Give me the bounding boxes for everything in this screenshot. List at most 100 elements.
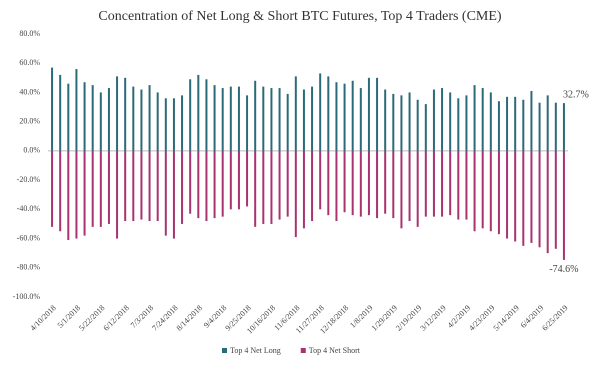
bar bbox=[124, 150, 127, 222]
bar bbox=[408, 150, 411, 222]
legend-label: Top 4 Net Long bbox=[230, 346, 281, 355]
bar bbox=[59, 150, 62, 232]
bar bbox=[473, 150, 476, 232]
bar bbox=[530, 90, 533, 151]
bar bbox=[514, 96, 517, 151]
bar bbox=[538, 150, 541, 248]
bar bbox=[197, 150, 200, 219]
bar bbox=[489, 150, 492, 232]
bar bbox=[522, 150, 525, 246]
y-tick-label: 60.0% bbox=[19, 58, 40, 67]
bar bbox=[99, 150, 102, 227]
bar bbox=[400, 150, 403, 229]
x-tick-label: 6/12/2018 bbox=[102, 303, 131, 332]
bar bbox=[481, 150, 484, 229]
bar bbox=[140, 150, 143, 220]
bar bbox=[449, 150, 452, 216]
bar bbox=[465, 95, 468, 151]
x-tick-label: 4/10/2018 bbox=[28, 303, 57, 332]
bar bbox=[99, 92, 102, 151]
bar bbox=[91, 150, 94, 227]
bar bbox=[457, 98, 460, 151]
bar bbox=[286, 150, 289, 217]
bar bbox=[400, 95, 403, 151]
bar bbox=[384, 150, 387, 214]
bar bbox=[554, 102, 557, 151]
bar bbox=[181, 150, 184, 224]
bar bbox=[351, 80, 354, 151]
legend-swatch bbox=[300, 348, 306, 353]
bar bbox=[327, 76, 330, 151]
bar bbox=[51, 150, 54, 227]
bar bbox=[351, 150, 354, 216]
bar bbox=[254, 80, 257, 151]
x-tick-label: 6/25/2019 bbox=[540, 303, 569, 332]
bar bbox=[262, 150, 265, 224]
bar bbox=[205, 79, 208, 151]
bar bbox=[278, 150, 281, 220]
bar bbox=[140, 89, 143, 151]
bar bbox=[189, 79, 192, 151]
bar bbox=[83, 150, 86, 236]
bar bbox=[562, 103, 565, 151]
bar bbox=[449, 92, 452, 151]
bar bbox=[246, 95, 249, 151]
bar bbox=[164, 150, 167, 236]
x-tick-label: 4/23/2019 bbox=[467, 303, 496, 332]
bar bbox=[562, 150, 565, 260]
bar bbox=[522, 99, 525, 151]
y-tick-label: 20.0% bbox=[19, 116, 40, 125]
bar bbox=[335, 82, 338, 151]
bar bbox=[116, 150, 119, 239]
x-tick-label: 7/24/2018 bbox=[150, 303, 179, 332]
bar bbox=[75, 150, 78, 239]
bar bbox=[172, 150, 175, 239]
bar bbox=[538, 102, 541, 151]
bar bbox=[172, 98, 175, 151]
bar bbox=[311, 150, 314, 222]
bar bbox=[270, 88, 273, 151]
bar bbox=[197, 74, 200, 151]
bar bbox=[107, 150, 110, 224]
bar bbox=[432, 150, 435, 217]
bar bbox=[376, 77, 379, 151]
bar bbox=[132, 150, 135, 222]
bar bbox=[286, 93, 289, 151]
bar bbox=[457, 150, 460, 220]
bar bbox=[441, 88, 444, 151]
x-tick-label: 5/14/2019 bbox=[492, 303, 521, 332]
bar bbox=[497, 150, 500, 235]
bar bbox=[392, 150, 395, 219]
y-tick-label: 0.0% bbox=[23, 146, 40, 155]
bar bbox=[343, 83, 346, 151]
bar bbox=[311, 86, 314, 151]
y-tick-label: -40.0% bbox=[17, 204, 41, 213]
bar bbox=[343, 150, 346, 213]
y-tick-label: 40.0% bbox=[19, 87, 40, 96]
bar bbox=[546, 95, 549, 151]
bar bbox=[91, 85, 94, 151]
legend-swatch bbox=[222, 348, 227, 353]
bar bbox=[424, 150, 427, 217]
bar bbox=[51, 67, 54, 151]
bar bbox=[294, 76, 297, 151]
bar bbox=[237, 150, 240, 210]
y-tick-label: -100.0% bbox=[13, 292, 41, 301]
bar bbox=[441, 150, 444, 217]
legend-label: Top 4 Net Short bbox=[309, 346, 361, 355]
x-tick-label: 5/22/2018 bbox=[77, 303, 106, 332]
bar bbox=[83, 82, 86, 151]
bar bbox=[205, 150, 208, 222]
bar bbox=[213, 85, 216, 151]
bar bbox=[59, 74, 62, 151]
bar bbox=[107, 88, 110, 151]
y-tick-label: -60.0% bbox=[17, 233, 41, 242]
bar bbox=[67, 83, 70, 151]
bar bbox=[367, 77, 370, 151]
bar bbox=[246, 150, 249, 207]
bar bbox=[302, 89, 305, 151]
x-tick-label: 8/14/2018 bbox=[175, 303, 204, 332]
bar bbox=[254, 150, 257, 227]
bar bbox=[156, 150, 159, 222]
bar bbox=[359, 88, 362, 151]
